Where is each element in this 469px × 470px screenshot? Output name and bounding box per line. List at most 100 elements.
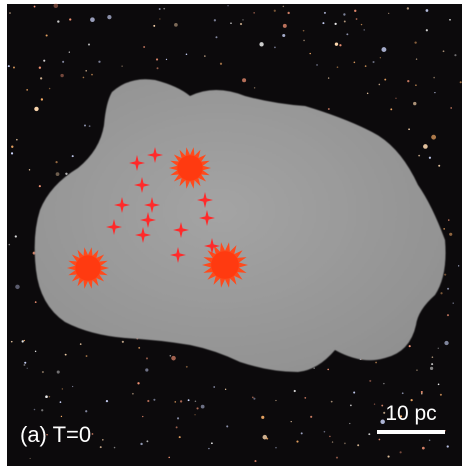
background-star (102, 439, 103, 440)
background-star (213, 386, 215, 388)
background-star (13, 66, 15, 68)
background-star (34, 6, 36, 8)
background-star (65, 173, 67, 175)
background-star (413, 102, 416, 105)
background-star (438, 348, 439, 349)
background-star (80, 343, 82, 345)
background-star (40, 77, 42, 79)
background-star (344, 20, 346, 22)
background-star (69, 52, 70, 53)
background-star (92, 433, 94, 435)
background-star (85, 410, 87, 412)
background-star (343, 13, 345, 15)
background-star (283, 6, 285, 8)
background-star (275, 400, 276, 401)
background-star (328, 77, 329, 78)
background-star (303, 40, 305, 42)
background-star (146, 357, 148, 359)
background-star (438, 165, 440, 167)
background-star (29, 169, 30, 170)
background-star (431, 135, 436, 140)
background-star (171, 356, 176, 361)
background-star (46, 34, 48, 36)
background-star (170, 355, 172, 357)
background-star (65, 354, 67, 356)
background-star (379, 439, 381, 441)
background-star (353, 392, 355, 394)
background-star (429, 440, 431, 442)
background-star (41, 98, 43, 100)
background-star (421, 391, 423, 393)
background-star (400, 451, 402, 453)
background-star (145, 368, 148, 371)
background-star (254, 87, 255, 88)
background-star (253, 398, 255, 400)
background-star (418, 155, 420, 157)
background-star (322, 22, 324, 24)
background-star (83, 77, 85, 79)
background-star (215, 36, 217, 38)
massive-star-core (211, 251, 239, 279)
background-star (430, 367, 433, 370)
background-star (274, 47, 276, 49)
background-star (361, 24, 362, 25)
background-star (447, 445, 449, 447)
background-star (157, 67, 159, 69)
background-star (421, 393, 422, 394)
background-star (454, 54, 456, 56)
background-star (204, 55, 205, 56)
background-star (390, 108, 392, 110)
background-star (39, 185, 41, 187)
background-star (328, 108, 330, 110)
background-star (153, 399, 155, 401)
background-star (159, 18, 160, 19)
background-star (335, 42, 338, 45)
background-star (329, 436, 331, 438)
background-star (380, 420, 385, 425)
background-star (84, 125, 86, 127)
background-star (387, 455, 389, 457)
background-star (60, 74, 63, 77)
background-star (15, 285, 19, 289)
background-star (55, 161, 57, 163)
background-star (163, 8, 165, 10)
background-star (448, 219, 449, 220)
background-star (283, 24, 287, 28)
background-star (177, 417, 179, 419)
background-star (226, 425, 228, 427)
background-star (313, 367, 314, 368)
background-star (327, 369, 329, 371)
background-star (242, 78, 246, 82)
background-star (9, 12, 11, 14)
background-star (294, 390, 296, 392)
background-star (316, 64, 317, 65)
background-star (166, 59, 167, 60)
background-star (357, 444, 359, 446)
background-star (186, 366, 188, 368)
background-star (138, 347, 140, 349)
background-star (301, 432, 303, 434)
background-star (374, 404, 375, 405)
background-star (447, 314, 449, 316)
background-star (434, 92, 435, 93)
background-star (194, 414, 195, 415)
background-star (220, 63, 222, 65)
background-star (91, 74, 93, 76)
background-star (381, 47, 386, 52)
background-star (444, 274, 446, 276)
background-star (30, 458, 31, 459)
background-star (8, 65, 10, 67)
background-star (287, 12, 289, 14)
background-star (211, 442, 213, 444)
background-star (381, 405, 383, 407)
background-star (142, 416, 143, 417)
background-star (356, 18, 358, 20)
background-star (15, 235, 17, 237)
background-star (254, 460, 256, 462)
background-star (98, 61, 100, 63)
background-star (296, 441, 298, 443)
background-star (411, 399, 413, 401)
scale-bar (377, 430, 445, 434)
background-star (384, 79, 386, 81)
background-star (132, 393, 134, 395)
